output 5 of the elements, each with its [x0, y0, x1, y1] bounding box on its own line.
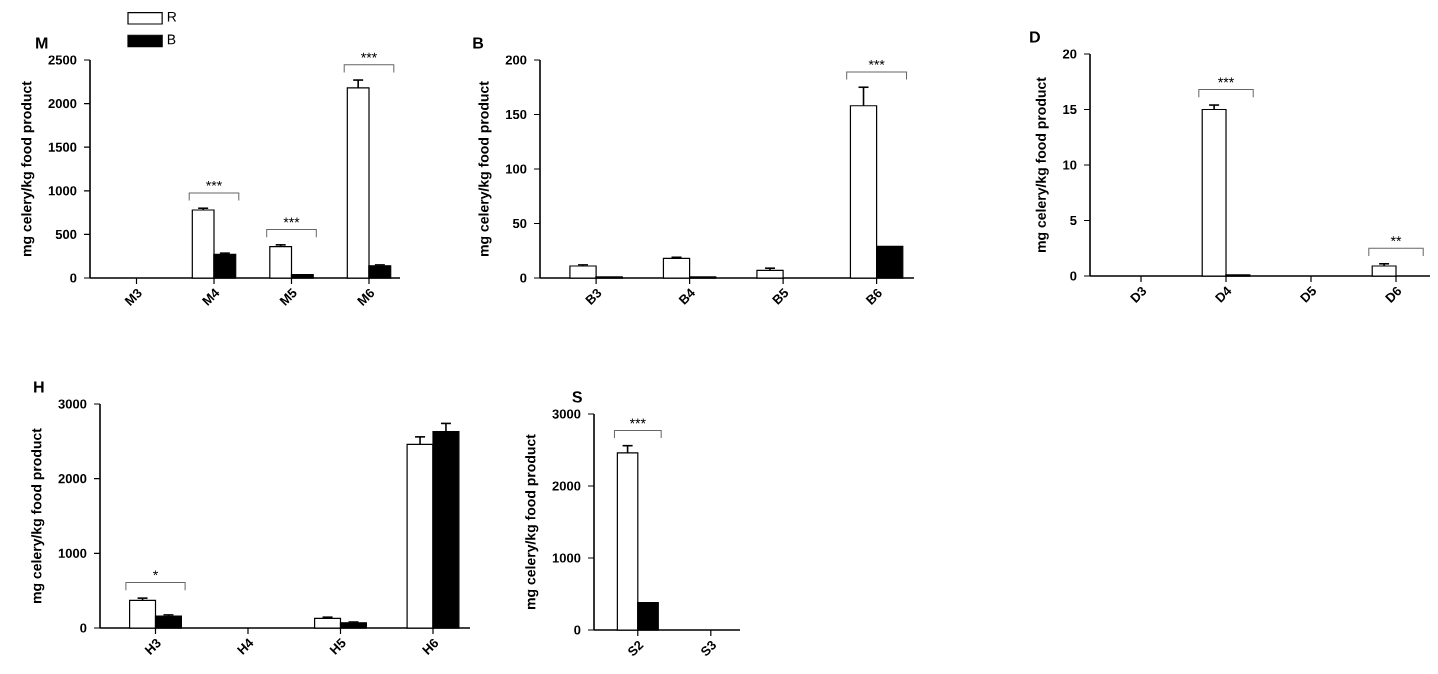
chart-title: D [1030, 31, 1040, 43]
chart-title: B [473, 37, 484, 49]
chart-title: M [36, 37, 48, 49]
chart-title: H [34, 381, 44, 393]
chart-title: S [572, 391, 582, 403]
